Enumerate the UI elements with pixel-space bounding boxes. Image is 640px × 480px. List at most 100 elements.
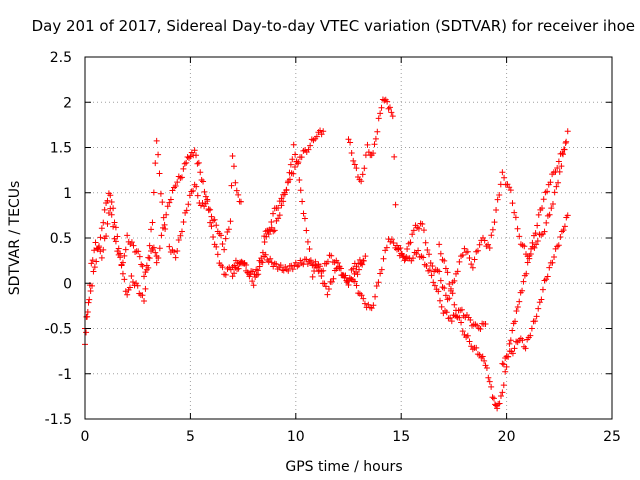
series-1 bbox=[82, 137, 169, 332]
data-point bbox=[88, 260, 95, 267]
data-point bbox=[284, 179, 291, 186]
data-point bbox=[531, 244, 538, 251]
data-point bbox=[442, 292, 449, 299]
data-point bbox=[409, 231, 416, 238]
data-point bbox=[265, 258, 272, 265]
data-point bbox=[115, 245, 122, 252]
data-point bbox=[437, 250, 444, 257]
data-point bbox=[287, 161, 294, 168]
data-point bbox=[361, 165, 368, 172]
data-point bbox=[180, 165, 187, 172]
data-point bbox=[211, 216, 218, 223]
data-point bbox=[381, 97, 388, 104]
data-point bbox=[84, 309, 91, 316]
data-point bbox=[262, 251, 269, 258]
data-point bbox=[98, 225, 105, 232]
data-point bbox=[166, 199, 173, 206]
data-point bbox=[219, 241, 226, 248]
data-point bbox=[449, 290, 456, 297]
data-point bbox=[198, 176, 205, 183]
data-point bbox=[464, 332, 471, 339]
data-point bbox=[476, 351, 483, 358]
data-point bbox=[499, 360, 506, 367]
data-point bbox=[496, 192, 503, 199]
data-point bbox=[322, 283, 329, 290]
data-point bbox=[564, 128, 571, 135]
data-point bbox=[385, 105, 392, 112]
data-point bbox=[321, 280, 328, 287]
data-point bbox=[208, 223, 215, 230]
data-point bbox=[128, 239, 135, 246]
data-point bbox=[431, 282, 438, 289]
data-point bbox=[520, 343, 527, 350]
data-point bbox=[509, 350, 516, 357]
data-point bbox=[197, 169, 204, 176]
data-point bbox=[304, 260, 311, 267]
data-point bbox=[358, 178, 365, 185]
data-point bbox=[553, 183, 560, 190]
data-point bbox=[124, 291, 131, 298]
data-point bbox=[353, 282, 360, 289]
data-point bbox=[219, 264, 226, 271]
data-point bbox=[205, 207, 212, 214]
data-point bbox=[489, 226, 496, 233]
data-point bbox=[511, 209, 518, 216]
data-point bbox=[286, 169, 293, 176]
data-point bbox=[108, 211, 115, 218]
data-point bbox=[139, 292, 146, 299]
data-point bbox=[306, 245, 313, 252]
data-point bbox=[539, 205, 546, 212]
data-point bbox=[458, 306, 465, 313]
data-point bbox=[161, 221, 168, 228]
data-point bbox=[512, 214, 519, 221]
data-point bbox=[156, 245, 163, 252]
data-point bbox=[222, 271, 229, 278]
data-point bbox=[390, 240, 397, 247]
data-point bbox=[126, 284, 133, 291]
data-point bbox=[183, 207, 190, 214]
data-point bbox=[142, 285, 149, 292]
data-point bbox=[346, 274, 353, 281]
data-point bbox=[114, 248, 121, 255]
data-point bbox=[190, 187, 197, 194]
data-point bbox=[563, 138, 570, 145]
data-point bbox=[520, 278, 527, 285]
data-point bbox=[100, 219, 107, 226]
data-point bbox=[156, 170, 163, 177]
data-point bbox=[231, 270, 238, 277]
data-point bbox=[119, 259, 126, 266]
data-point bbox=[438, 303, 445, 310]
data-point bbox=[313, 133, 320, 140]
data-point bbox=[294, 160, 301, 167]
data-point bbox=[275, 205, 282, 212]
data-point bbox=[384, 98, 391, 105]
data-point bbox=[278, 195, 285, 202]
data-point bbox=[171, 184, 178, 191]
data-point bbox=[540, 196, 547, 203]
data-point bbox=[259, 259, 266, 266]
data-point bbox=[451, 277, 458, 284]
series-3 bbox=[153, 147, 244, 266]
data-point bbox=[519, 337, 526, 344]
data-point bbox=[153, 259, 160, 266]
data-point bbox=[317, 263, 324, 270]
data-point bbox=[551, 253, 558, 260]
data-point bbox=[280, 198, 287, 205]
data-point bbox=[497, 393, 504, 400]
data-point bbox=[491, 219, 498, 226]
data-point bbox=[296, 177, 303, 184]
data-point bbox=[437, 277, 444, 284]
data-point bbox=[303, 256, 310, 263]
data-point bbox=[247, 271, 254, 278]
data-point bbox=[402, 255, 409, 262]
data-point bbox=[267, 255, 274, 262]
data-point bbox=[481, 357, 488, 364]
data-point bbox=[108, 199, 115, 206]
data-point bbox=[447, 285, 454, 292]
y-axis-label: SDTVAR / TECUs bbox=[7, 181, 23, 296]
data-point bbox=[514, 225, 521, 232]
data-point bbox=[378, 104, 385, 111]
data-point bbox=[181, 160, 188, 167]
plot-frame bbox=[84, 56, 613, 420]
data-point bbox=[422, 239, 429, 246]
